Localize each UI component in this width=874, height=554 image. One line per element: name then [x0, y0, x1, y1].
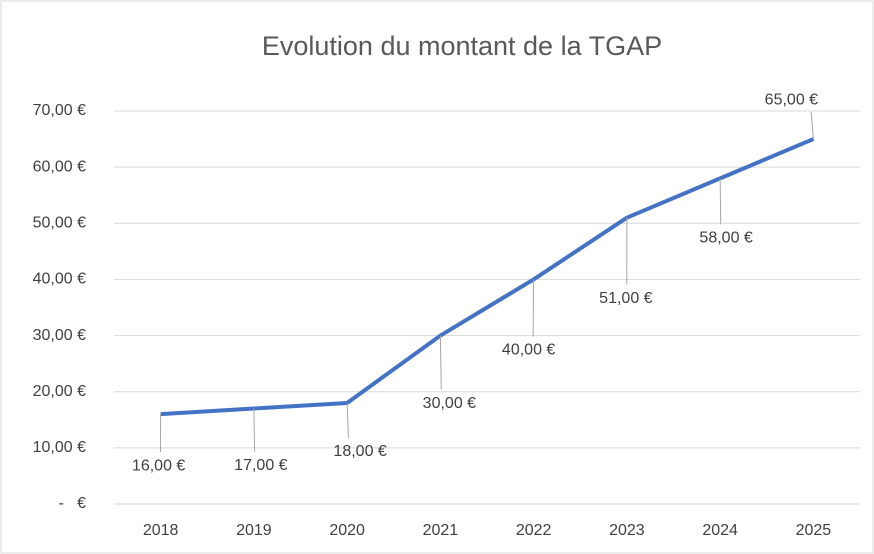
data-label: 65,00 € [765, 91, 818, 108]
data-label: 17,00 € [234, 457, 287, 474]
y-tick-label: 10,00 € [33, 439, 86, 456]
x-tick-label: 2024 [702, 522, 738, 539]
data-label: 58,00 € [699, 230, 752, 247]
y-tick-label: 40,00 € [33, 271, 86, 288]
y-tick-label: 30,00 € [33, 327, 86, 344]
y-tick-label: 60,00 € [33, 158, 86, 175]
data-label: 40,00 € [502, 342, 555, 359]
x-tick-label: 2020 [329, 522, 365, 539]
leader-line [346, 402, 349, 438]
leader-line [253, 408, 256, 452]
leader-line [532, 279, 535, 337]
x-tick-label: 2022 [516, 522, 552, 539]
y-tick-label: 70,00 € [33, 102, 86, 119]
leader-line [719, 178, 722, 225]
data-line [160, 137, 815, 417]
y-tick-label: - € [58, 495, 86, 512]
chart-title: Evolution du montant de la TGAP [262, 31, 662, 61]
leader-line [810, 112, 814, 140]
y-tick-label: 20,00 € [33, 383, 86, 400]
data-label: 30,00 € [423, 395, 476, 412]
x-tick-label: 2019 [236, 522, 272, 539]
leader-line [439, 335, 442, 390]
x-tick-label: 2025 [796, 522, 832, 539]
data-label: 18,00 € [333, 443, 386, 460]
data-label: 16,00 € [132, 457, 185, 474]
x-tick-label: 2021 [423, 522, 459, 539]
x-tick-label: 2018 [143, 522, 179, 539]
y-tick-label: 50,00 € [33, 215, 86, 232]
x-tick-label: 2023 [609, 522, 645, 539]
data-label: 51,00 € [599, 290, 652, 307]
